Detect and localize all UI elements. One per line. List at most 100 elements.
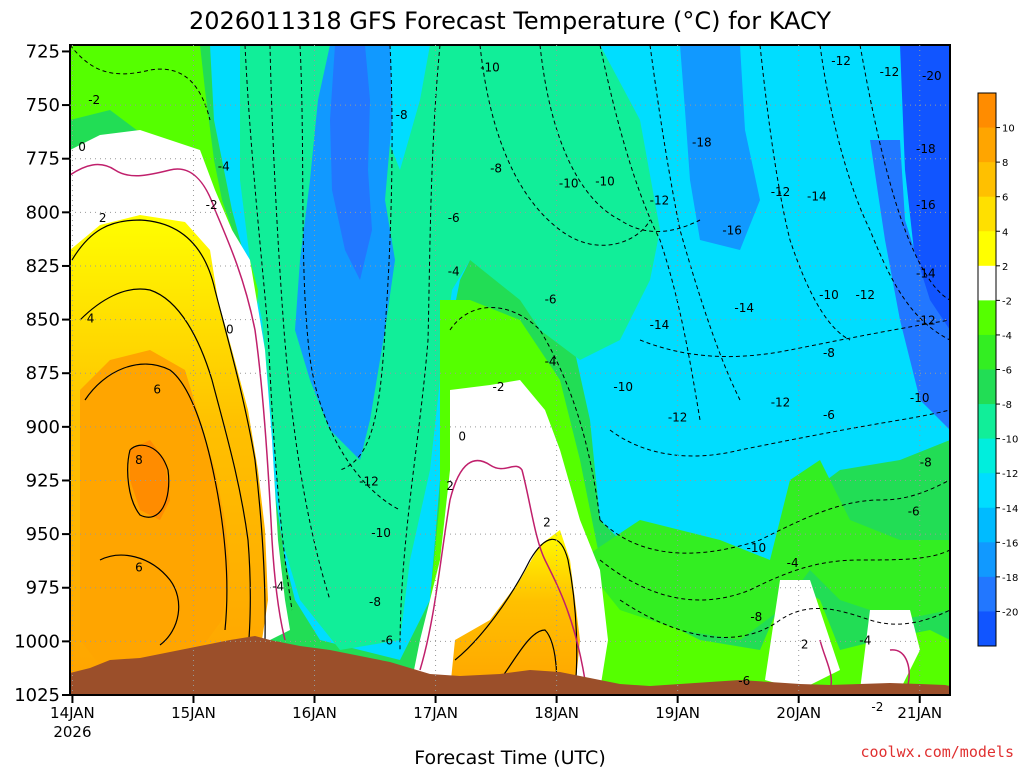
contour-label: -8 bbox=[369, 595, 381, 609]
contour-label: -2 bbox=[871, 700, 883, 714]
x-year-label: 2026 bbox=[53, 723, 91, 741]
colorbar-label: 2 bbox=[1002, 262, 1008, 273]
contour-label: -8 bbox=[396, 108, 408, 122]
contour-dashed-13 bbox=[449, 307, 601, 521]
contour-solid-4 bbox=[79, 288, 251, 651]
contour-label: -10 bbox=[559, 176, 579, 190]
contour-label: -10 bbox=[595, 174, 615, 188]
colorbar-swatch bbox=[978, 542, 996, 578]
contour-label: -6 bbox=[448, 211, 460, 225]
colorbar-label: -10 bbox=[1002, 435, 1018, 446]
colorbar-label: -2 bbox=[1002, 296, 1012, 307]
contour-solid-8 bbox=[127, 444, 170, 518]
x-tick-label: 15JAN bbox=[171, 704, 216, 722]
contour-dashed-18 bbox=[639, 319, 950, 358]
contour-dashed-10 bbox=[759, 45, 851, 341]
colorbar-label: -14 bbox=[1002, 504, 1018, 515]
contour-lines bbox=[70, 45, 950, 651]
field-light-green bbox=[70, 45, 258, 330]
colorbar-swatch bbox=[978, 196, 996, 232]
terrain-fill bbox=[70, 636, 950, 695]
y-tick-label: 725 bbox=[26, 41, 60, 62]
contour-label: -10 bbox=[819, 288, 839, 302]
credit-text: coolwx.com/models bbox=[860, 743, 1014, 761]
y-tick-label: 825 bbox=[26, 256, 60, 277]
contour-solid-6b bbox=[99, 554, 180, 646]
contour-label: -12 bbox=[359, 475, 379, 489]
contour-label: -4 bbox=[787, 556, 799, 570]
chart-title: 2026011318 GFS Forecast Temperature (°C)… bbox=[189, 7, 831, 35]
contour-label: 2 bbox=[543, 515, 551, 529]
contour-label: 0 bbox=[78, 140, 86, 154]
colorbar-label: 6 bbox=[1002, 193, 1008, 204]
contour-label: -14 bbox=[916, 267, 936, 281]
contour-dashed-5 bbox=[399, 45, 441, 651]
contour-label: -8 bbox=[920, 455, 932, 469]
colorbar-swatch bbox=[978, 576, 996, 612]
contour-label: -4 bbox=[272, 580, 284, 594]
colorbar-swatch bbox=[978, 334, 996, 370]
colorbar-swatch bbox=[978, 231, 996, 267]
contour-label: 2 bbox=[446, 479, 454, 493]
contour-zero-west bbox=[70, 163, 286, 641]
contour-dashed-11 bbox=[819, 45, 950, 341]
contour-label: -12 bbox=[855, 288, 875, 302]
contour-label: -14 bbox=[807, 189, 827, 203]
contour-dashed-7 bbox=[539, 45, 701, 233]
contour-label: 6 bbox=[135, 560, 143, 574]
colorbar-swatch bbox=[978, 438, 996, 474]
field-blue-core-west bbox=[295, 45, 395, 460]
x-axis-label: Forecast Time (UTC) bbox=[414, 747, 605, 768]
contour-dashed-4 bbox=[339, 45, 393, 471]
contour-label: -12 bbox=[880, 65, 900, 79]
colorbar-swatch bbox=[978, 300, 996, 336]
y-tick-label: 750 bbox=[26, 95, 60, 116]
contour-solid-2 bbox=[71, 219, 266, 641]
contour-label: -4 bbox=[859, 633, 871, 647]
x-tick-label: 20JAN bbox=[776, 704, 821, 722]
colorbar-swatch bbox=[978, 265, 996, 301]
x-tick-label: 18JAN bbox=[534, 704, 579, 722]
contour-labels: -2024686-4-20-8-10-8-6-4-6-4-2022-12-10-… bbox=[78, 54, 941, 714]
contour-label: -10 bbox=[747, 541, 767, 555]
contour-label: -16 bbox=[916, 198, 936, 212]
contour-dashed-8 bbox=[599, 45, 701, 421]
contour-label: -12 bbox=[916, 314, 936, 328]
contour-label: -6 bbox=[738, 674, 750, 688]
colorbar-swatch bbox=[978, 162, 996, 198]
x-tick-label: 16JAN bbox=[292, 704, 337, 722]
colorbar-swatch bbox=[978, 404, 996, 440]
field-blue-core-east bbox=[680, 45, 760, 250]
colorbar-swatch bbox=[978, 507, 996, 543]
contour-label: -8 bbox=[750, 610, 762, 624]
colorbar-label: -20 bbox=[1002, 607, 1018, 618]
contour-zero-east bbox=[419, 459, 586, 681]
contour-label: -12 bbox=[650, 194, 670, 208]
colorbar-label: -8 bbox=[1002, 400, 1012, 411]
contour-label: -12 bbox=[668, 410, 688, 424]
colorbar-label: -18 bbox=[1002, 573, 1018, 584]
field-white-pocket-2 bbox=[765, 580, 840, 690]
contour-label: -8 bbox=[490, 161, 502, 175]
contour-label: 0 bbox=[226, 322, 234, 336]
contour-dashed-6 bbox=[479, 45, 651, 246]
y-axis: 725 750 775 800 825 850 875 900 925 950 975 1000 102… bbox=[14, 41, 70, 706]
field-deep-blue-core bbox=[330, 45, 372, 280]
colorbar-label: -16 bbox=[1002, 538, 1018, 549]
contour-label: 2 bbox=[801, 638, 809, 652]
contour-label: -6 bbox=[545, 292, 557, 306]
contour-dashed-12 bbox=[859, 45, 950, 301]
colorbar-swatch bbox=[978, 473, 996, 509]
contour-label: -2 bbox=[493, 380, 505, 394]
colorbar-label: 4 bbox=[1002, 227, 1008, 238]
contour-dashed-1 bbox=[244, 45, 293, 611]
y-tick-label: 800 bbox=[26, 202, 60, 223]
colorbar-swatch bbox=[978, 611, 996, 647]
y-tick-label: 1025 bbox=[14, 685, 60, 706]
contour-dashed-2 bbox=[269, 45, 331, 601]
contour-label: -18 bbox=[916, 142, 936, 156]
y-tick-label: 1000 bbox=[14, 631, 60, 652]
colorbar-label: -4 bbox=[1002, 331, 1012, 342]
colorbar-label: 8 bbox=[1002, 158, 1008, 169]
